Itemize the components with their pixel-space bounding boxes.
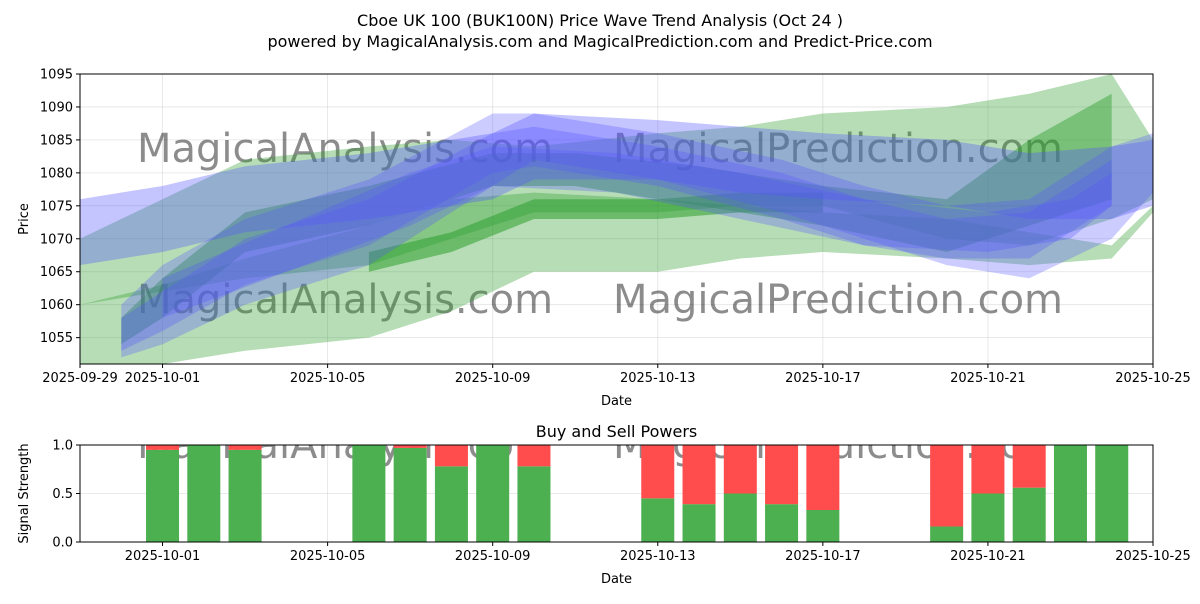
y-tick-label: 0.5 [52,487,73,502]
buy-bar [476,445,510,542]
watermark-text: MagicalPrediction.com [613,277,1063,323]
buy-bar [723,493,757,542]
sell-bar [806,445,840,510]
x-tick-label: 2025-10-13 [620,549,696,564]
y-tick-label: 1065 [40,265,73,280]
wave-band-green [80,74,1153,305]
y-tick-label: 1085 [40,133,73,148]
x-tick-label: 2025-10-25 [1115,549,1191,564]
x-axis-label: Date [601,394,632,409]
buy-bar [930,526,964,542]
sell-bar [1012,445,1046,488]
buy-bar [434,466,468,542]
wave-band-blue [162,146,1112,318]
sell-bar [393,445,427,448]
sell-bar [930,445,964,527]
x-tick-label: 2025-10-01 [125,371,201,386]
y-axis-label: Price [17,203,32,235]
sell-bar [723,445,757,494]
subplot-title: Buy and Sell Powers [536,422,698,441]
watermark-text: MagicalAnalysis.com [137,277,553,323]
sell-bar [146,445,180,450]
buy-bar [393,447,427,542]
buy-bar [352,445,386,542]
wave-band-green [368,192,823,272]
wave-band-green [121,93,1112,345]
x-tick-label: 2025-09-29 [42,371,118,386]
x-tick-label: 2025-10-21 [950,549,1026,564]
watermark-text: MagicalPrediction.com [613,126,1063,172]
wave-band-blue [80,113,1153,266]
sell-bar [517,445,551,467]
y-tick-label: 1080 [40,166,73,181]
x-tick-label: 2025-10-13 [620,371,696,386]
y-tick-label: 1075 [40,199,73,214]
x-tick-label: 2025-10-05 [290,371,366,386]
y-tick-label: 0.0 [52,536,73,551]
buy-bar [187,445,221,542]
buy-bar [765,504,799,542]
chart-title: Cboe UK 100 (BUK100N) Price Wave Trend A… [357,11,843,30]
buy-bar [1053,445,1087,542]
x-axis-label: Date [601,572,632,587]
wave-band-green [80,192,1153,364]
x-tick-label: 2025-10-21 [950,371,1026,386]
y-tick-label: 1.0 [52,439,73,454]
buy-bar [682,504,716,542]
wave-band-blue [121,126,1112,351]
buy-sell-powers-plot: Buy and Sell PowersMagicalAnalysis.comMa… [17,422,1191,587]
x-tick-label: 2025-10-25 [1115,371,1191,386]
y-tick-label: 1095 [40,68,73,83]
buy-bar [806,509,840,542]
price-wave-plot: MagicalAnalysis.com MagicalPrediction.com… [17,68,1191,410]
buy-bar [146,449,180,542]
watermark-text: MagicalAnalysis.com [137,126,553,172]
buy-bar [517,466,551,542]
buy-bar [971,493,1005,542]
y-axis-label: Signal Strength [17,443,32,543]
buy-bar [228,449,262,542]
wave-band-blue [121,113,1153,358]
sell-bar [641,445,675,499]
chart-subtitle: powered by MagicalAnalysis.com and Magic… [267,32,932,51]
sell-bar [228,445,262,450]
x-tick-label: 2025-10-17 [785,371,861,386]
y-tick-label: 1070 [40,232,73,247]
x-tick-label: 2025-10-09 [455,549,531,564]
wave-bands: MagicalAnalysis.com MagicalPrediction.com… [80,74,1153,364]
sell-bar [434,445,468,467]
sell-bar [765,445,799,505]
x-tick-label: 2025-10-01 [125,549,201,564]
buy-bar [641,498,675,542]
y-tick-label: 1060 [40,298,73,313]
y-tick-label: 1055 [40,331,73,346]
sell-bar [971,445,1005,494]
x-tick-label: 2025-10-09 [455,371,531,386]
sell-bar [682,445,716,505]
y-tick-label: 1090 [40,100,73,115]
buy-bar [1012,487,1046,542]
x-tick-label: 2025-10-17 [785,549,861,564]
buy-bar [1095,445,1129,542]
x-tick-label: 2025-10-05 [290,549,366,564]
plot-frame [79,73,1154,365]
